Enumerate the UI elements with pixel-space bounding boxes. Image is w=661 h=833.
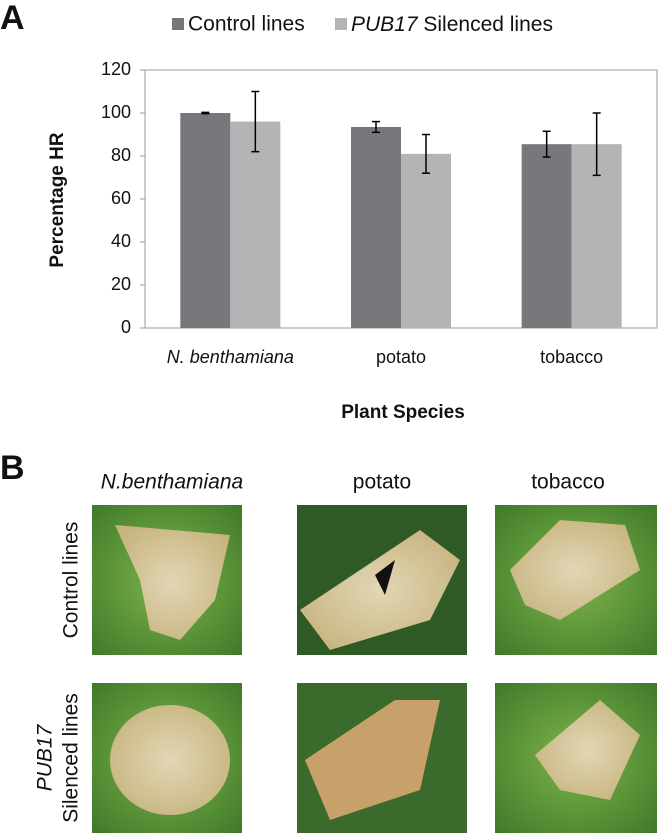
y-tick-label: 100 [101, 102, 131, 122]
legend-swatch [335, 18, 347, 30]
column-header: potato [353, 471, 411, 494]
y-tick-label: 20 [111, 274, 131, 294]
error-bar [422, 133, 430, 174]
bar [180, 113, 231, 328]
error-bar [592, 112, 601, 177]
legend-label: Control lines [188, 13, 305, 36]
legend-label: PUB17 Silenced lines [351, 13, 553, 36]
column-header: tobacco [531, 471, 605, 494]
row-label: Control lines [60, 522, 83, 639]
panel-label: A [0, 0, 25, 37]
y-tick-label: 60 [111, 188, 131, 208]
bar [351, 126, 401, 328]
x-tick-label: tobacco [540, 347, 603, 367]
y-tick-label: 120 [101, 59, 131, 79]
error-bar [372, 120, 380, 134]
bar [401, 153, 451, 328]
x-axis-title: Plant Species [341, 402, 465, 423]
error-bar [542, 130, 551, 158]
row-label: PUB17 [34, 723, 57, 791]
column-header: N.benthamiana [101, 471, 243, 494]
y-tick-label: 0 [121, 317, 131, 337]
y-tick-label: 40 [111, 231, 131, 251]
photos [92, 505, 657, 833]
x-tick-label: N. benthamiana [167, 347, 294, 367]
x-tick-label: potato [376, 347, 426, 367]
bar [521, 144, 572, 328]
row-label: Silenced lines [60, 693, 83, 823]
error-bar [201, 111, 210, 115]
bar [230, 121, 281, 328]
y-axis-title: Percentage HR [47, 132, 68, 267]
panel-label: B [0, 449, 25, 487]
y-tick-label: 80 [111, 145, 131, 165]
legend-swatch [172, 18, 184, 30]
error-bar [251, 90, 260, 153]
